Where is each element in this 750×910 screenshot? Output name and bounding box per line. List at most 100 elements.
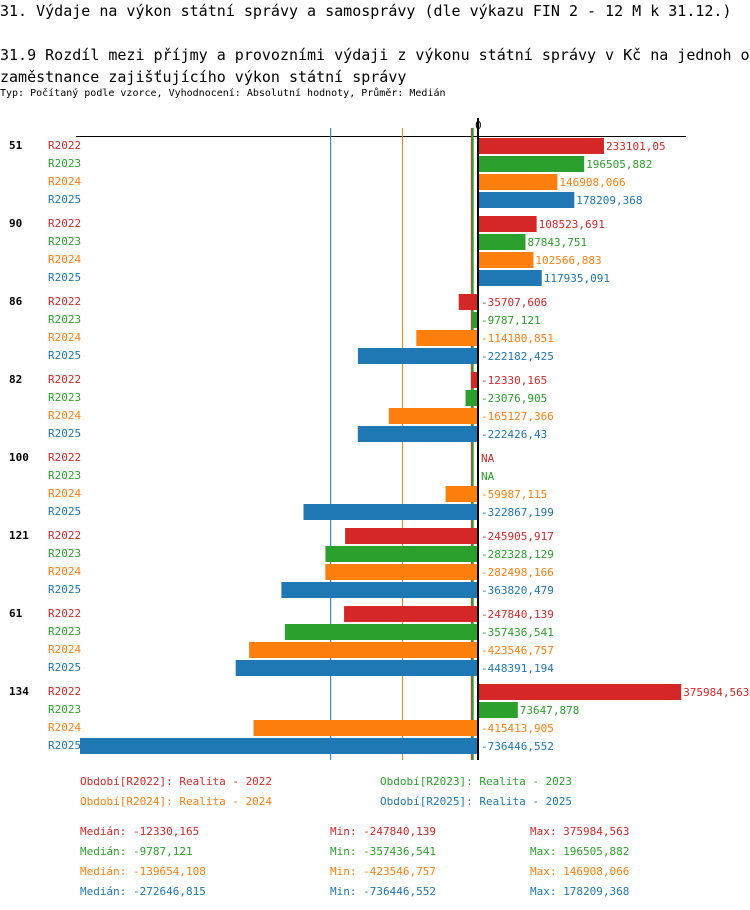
min-stat: Min: -357436,541: [330, 845, 436, 858]
series-label: R2023: [48, 157, 81, 170]
value-label: -222182,425: [481, 350, 554, 363]
group-label: 121: [9, 529, 29, 542]
max-stat: Max: 146908,066: [530, 865, 630, 878]
value-label: -222426,43: [481, 428, 547, 441]
series-label: R2025: [48, 349, 81, 362]
value-label: -357436,541: [481, 626, 554, 639]
median-stat: Medián: -9787,121: [80, 845, 193, 858]
median-stat: Medián: -12330,165: [80, 825, 200, 838]
value-label: -35707,606: [481, 296, 547, 309]
group-label: 51: [9, 139, 23, 152]
value-label: -12330,165: [481, 374, 547, 387]
series-label: R2025: [48, 739, 81, 752]
value-label: -322867,199: [481, 506, 554, 519]
series-label: R2023: [48, 703, 81, 716]
bar-R2023: [478, 234, 526, 250]
median-stat: Medián: -272646,815: [80, 885, 206, 898]
series-label: R2024: [48, 721, 81, 734]
value-label: 102566,883: [535, 254, 601, 267]
max-stat: Max: 178209,368: [530, 885, 630, 898]
legend-item-R2025: Období[R2025]: Realita - 2025: [380, 795, 573, 808]
value-label: -247840,139: [481, 608, 554, 621]
bar-R2025: [478, 270, 542, 286]
value-label: NA: [481, 470, 495, 483]
value-label: 108523,691: [539, 218, 605, 231]
series-label: R2022: [48, 607, 81, 620]
series-label: R2022: [48, 295, 81, 308]
series-label: R2025: [48, 505, 81, 518]
chart-subtitle: 31.9 Rozdíl mezi příjmy a provozními výd…: [0, 46, 750, 86]
series-label: R2022: [48, 685, 81, 698]
series-label: R2024: [48, 565, 81, 578]
bar-R2023: [465, 390, 478, 406]
bar-R2025: [80, 738, 478, 754]
series-label: R2023: [48, 313, 81, 326]
value-label: -245905,917: [481, 530, 554, 543]
group-label: 90: [9, 217, 22, 230]
series-label: R2024: [48, 643, 81, 656]
value-label: -23076,905: [481, 392, 547, 405]
series-label: R2024: [48, 175, 81, 188]
legend-item-R2024: Období[R2024]: Realita - 2024: [80, 795, 273, 808]
series-label: R2024: [48, 253, 81, 266]
bar-R2023: [472, 312, 478, 328]
legend-item-R2022: Období[R2022]: Realita - 2022: [80, 775, 273, 788]
value-label: -423546,757: [481, 644, 554, 657]
value-label: -415413,905: [481, 722, 554, 735]
bar-R2024: [478, 174, 558, 190]
series-label: R2022: [48, 139, 81, 152]
median-stat: Medián: -139654,108: [80, 865, 206, 878]
series-label: R2022: [48, 217, 81, 230]
series-label: R2023: [48, 469, 81, 482]
bar-R2023: [325, 546, 478, 562]
series-label: R2022: [48, 373, 81, 386]
bar-R2022: [344, 606, 478, 622]
bar-R2023: [478, 702, 518, 718]
value-label: -114180,851: [481, 332, 554, 345]
group-label: 100: [9, 451, 29, 464]
min-stat: Min: -423546,757: [330, 865, 436, 878]
value-label: -59987,115: [481, 488, 547, 501]
bar-R2023: [284, 624, 478, 640]
bar-R2025: [478, 192, 575, 208]
value-label: 375984,563: [683, 686, 749, 699]
value-label: 233101,05: [606, 140, 666, 153]
value-label: -282498,166: [481, 566, 554, 579]
value-label: 87843,751: [527, 236, 587, 249]
series-label: R2023: [48, 547, 81, 560]
group-label: 86: [9, 295, 23, 308]
series-label: R2024: [48, 409, 81, 422]
max-stat: Max: 375984,563: [530, 825, 630, 838]
group-label: 134: [9, 685, 29, 698]
group-label: 82: [9, 373, 22, 386]
value-label: 73647,878: [520, 704, 580, 717]
value-label: -736446,552: [481, 740, 554, 753]
value-label: -448391,194: [481, 662, 554, 675]
value-label: -165127,366: [481, 410, 554, 423]
value-label: 117935,091: [544, 272, 610, 285]
bar-R2024: [416, 330, 478, 346]
series-label: R2025: [48, 661, 81, 674]
series-label: R2024: [48, 331, 81, 344]
series-label: R2022: [48, 451, 81, 464]
bar-R2022: [478, 138, 604, 154]
series-label: R2023: [48, 625, 81, 638]
bar-R2024: [445, 486, 478, 502]
bar-R2024: [249, 642, 478, 658]
bar-R2025: [235, 660, 478, 676]
series-label: R2025: [48, 193, 81, 206]
bar-R2025: [281, 582, 478, 598]
bar-R2022: [471, 372, 478, 388]
value-label: -363820,479: [481, 584, 554, 597]
bar-R2022: [458, 294, 478, 310]
series-label: R2025: [48, 271, 81, 284]
series-label: R2025: [48, 583, 81, 596]
value-label: 178209,368: [576, 194, 642, 207]
bar-R2025: [303, 504, 478, 520]
min-stat: Min: -736446,552: [330, 885, 436, 898]
series-label: R2023: [48, 391, 81, 404]
legend-item-R2023: Období[R2023]: Realita - 2023: [380, 775, 573, 788]
series-label: R2022: [48, 529, 81, 542]
chart-info: Typ: Počítaný podle vzorce, Vyhodnocení:…: [0, 88, 446, 99]
